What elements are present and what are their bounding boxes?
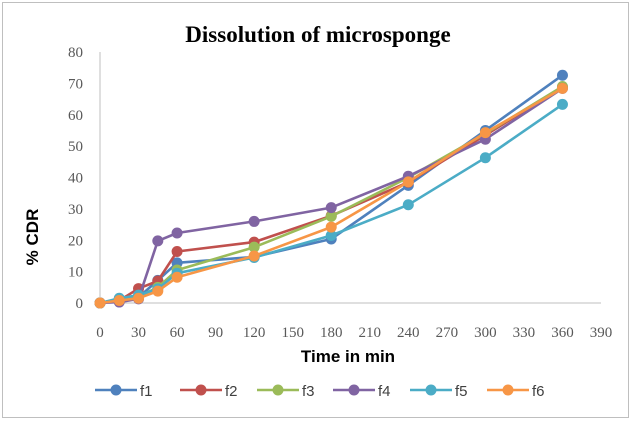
data-point-f6 — [152, 285, 164, 297]
x-tick-label: 30 — [131, 325, 146, 341]
data-point-f4 — [248, 215, 260, 227]
legend: f1 f2 f3 f4 f5 f6 — [95, 383, 545, 400]
y-tick-label: 70 — [68, 76, 83, 92]
data-point-f6 — [133, 292, 145, 304]
data-point-f3 — [325, 210, 337, 222]
x-tick-label: 120 — [243, 325, 266, 341]
x-tick-label: 0 — [96, 325, 104, 341]
y-tick-label: 80 — [68, 45, 83, 61]
legend-marker-f5 — [425, 384, 437, 396]
x-tick-label: 180 — [320, 325, 343, 341]
legend-item-f5: f5 — [410, 383, 468, 400]
data-point-f4 — [325, 202, 337, 214]
y-tick-label: 60 — [68, 108, 83, 124]
data-point-f6 — [479, 127, 491, 139]
axes — [99, 52, 601, 304]
x-tick-label: 90 — [208, 325, 223, 341]
y-tick-label: 50 — [68, 139, 83, 155]
legend-item-f4: f4 — [333, 383, 391, 400]
data-point-f2 — [171, 246, 183, 258]
series-line-f6 — [99, 87, 564, 305]
legend-marker-f6 — [502, 384, 514, 396]
y-tick-label: 30 — [68, 202, 83, 218]
y-axis-label: % CDR — [23, 209, 42, 266]
legend-marker-f4 — [348, 384, 360, 396]
x-tick-label: 270 — [436, 325, 459, 341]
legend-item-f3: f3 — [257, 383, 315, 400]
data-point-f5 — [556, 98, 568, 110]
x-tick-label: 240 — [397, 325, 420, 341]
data-point-f6 — [171, 271, 183, 283]
data-point-f5 — [402, 199, 414, 211]
legend-item-f6: f6 — [487, 383, 545, 400]
data-point-f4 — [152, 235, 164, 247]
legend-label-f3: f3 — [302, 383, 315, 400]
x-tick-label: 390 — [590, 325, 613, 341]
x-tick-labels: 0 30 60 90 120 150 180 210 240 270 300 330 360 390 — [96, 325, 612, 341]
y-tick-label: 0 — [76, 296, 84, 312]
x-tick-label: 360 — [551, 325, 574, 341]
legend-label-f4: f4 — [378, 383, 391, 400]
data-point-f6 — [248, 250, 260, 262]
y-tick-label: 40 — [68, 171, 83, 187]
legend-item-f2: f2 — [180, 383, 238, 400]
legend-label-f5: f5 — [455, 383, 468, 400]
x-tick-label: 60 — [170, 325, 185, 341]
data-point-f6 — [94, 297, 106, 309]
data-point-f3 — [248, 241, 260, 253]
x-tick-label: 330 — [513, 325, 536, 341]
legend-item-f1: f1 — [95, 383, 153, 400]
y-tick-labels: 0 10 20 30 40 50 60 70 80 — [68, 45, 83, 312]
chart-title: Dissolution of microsponge — [185, 22, 450, 47]
x-tick-label: 300 — [474, 325, 497, 341]
x-tick-label: 150 — [281, 325, 304, 341]
legend-label-f2: f2 — [225, 383, 238, 400]
legend-marker-f3 — [272, 384, 284, 396]
legend-marker-f1 — [110, 384, 122, 396]
data-point-f4 — [171, 227, 183, 239]
data-point-f6 — [556, 82, 568, 94]
series-f6 — [94, 82, 568, 309]
data-point-f1 — [556, 69, 568, 81]
x-axis-label: Time in min — [301, 347, 395, 366]
series-group — [94, 69, 568, 309]
series-f1 — [94, 69, 568, 309]
legend-marker-f2 — [195, 384, 207, 396]
y-tick-label: 20 — [68, 233, 83, 249]
data-point-f5 — [325, 230, 337, 242]
legend-label-f6: f6 — [532, 383, 545, 400]
series-line-f1 — [99, 74, 564, 305]
x-tick-label: 210 — [359, 325, 382, 341]
legend-label-f1: f1 — [140, 383, 153, 400]
y-tick-label: 10 — [68, 265, 83, 281]
data-point-f6 — [402, 176, 414, 188]
data-point-f6 — [325, 221, 337, 233]
data-point-f6 — [113, 294, 125, 306]
data-point-f5 — [479, 152, 491, 164]
